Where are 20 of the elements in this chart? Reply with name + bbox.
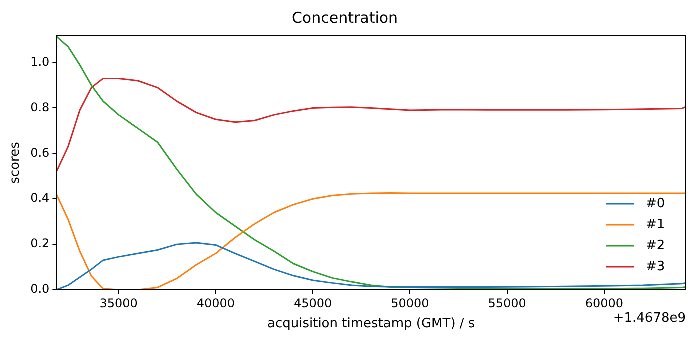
y-tick-label: 1.0 bbox=[30, 54, 50, 69]
y-tick-label: 0.6 bbox=[30, 146, 50, 160]
y-tick-label: 0.8 bbox=[30, 100, 50, 114]
x-tick-label: 35000 bbox=[100, 296, 138, 310]
legend-label: #3 bbox=[646, 259, 666, 274]
y-tick-label: 0.2 bbox=[30, 236, 50, 251]
x-tick-label: 45000 bbox=[294, 296, 332, 310]
x-axis-title: acquisition timestamp (GMT) / s bbox=[268, 316, 476, 332]
x-tick-label: 40000 bbox=[196, 296, 236, 310]
y-tick-label: 0.0 bbox=[30, 282, 50, 296]
y-tick-label: 0.4 bbox=[30, 191, 50, 206]
y-axis-title: scores bbox=[8, 142, 24, 184]
text: +1.4678e9 bbox=[613, 310, 686, 326]
x-tick-label: 55000 bbox=[488, 296, 526, 310]
legend-label: #0 bbox=[646, 196, 666, 212]
legend-label: #2 bbox=[646, 238, 666, 254]
x-tick-label: 60000 bbox=[585, 296, 624, 310]
legend-label: #1 bbox=[646, 217, 666, 232]
x-tick-label: 50000 bbox=[391, 296, 430, 310]
chart-title: Concentration bbox=[292, 8, 398, 27]
